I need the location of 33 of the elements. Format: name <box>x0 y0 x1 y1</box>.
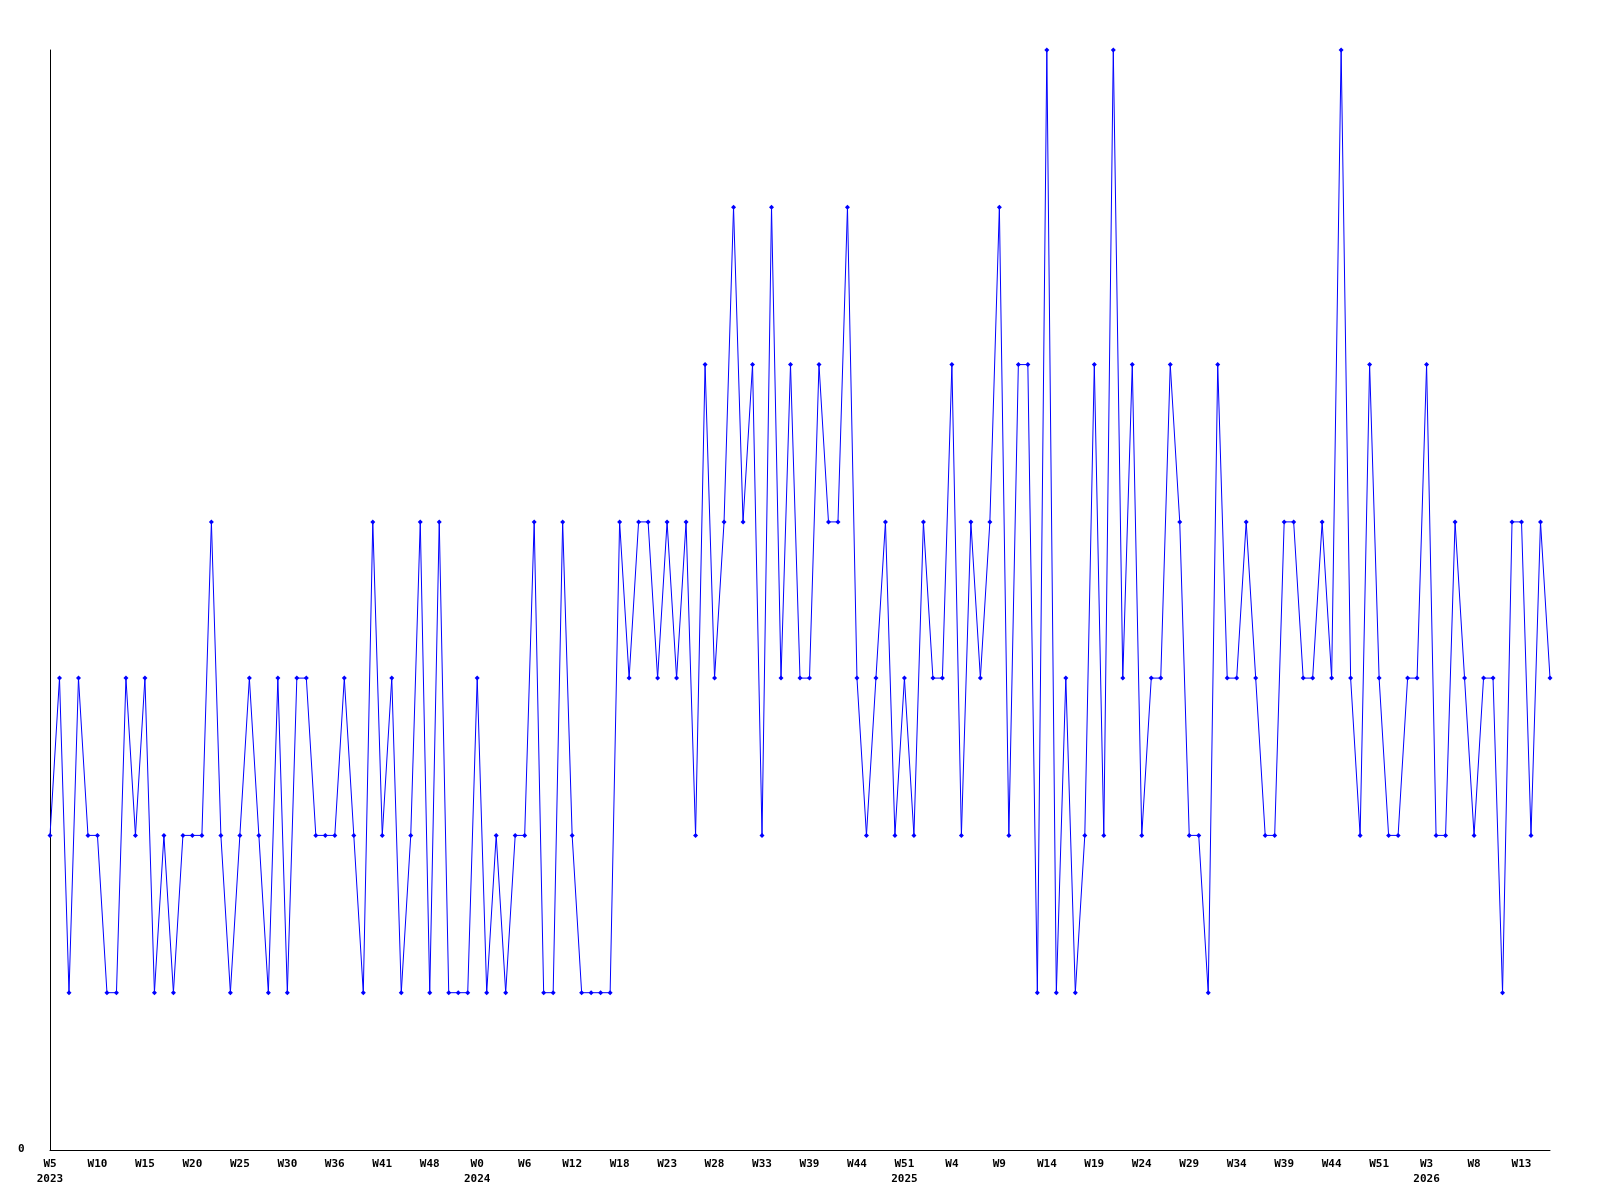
x-tick-label: W10 <box>87 1157 108 1170</box>
x-tick-label: W14 <box>1036 1157 1058 1170</box>
x-tick-label: W13 <box>1511 1157 1532 1170</box>
x-tick-label: W30 <box>277 1157 298 1170</box>
x-tick-label: W9 <box>992 1157 1006 1170</box>
x-tick-label: W18 <box>609 1157 630 1170</box>
x-tick-label: W33 <box>752 1157 772 1170</box>
x-tick-label: W34 <box>1226 1157 1248 1170</box>
x-tick-label: W44 <box>847 1157 868 1170</box>
x-tick-label: W0 2024 <box>463 1157 491 1185</box>
x-tick-label: W4 <box>945 1157 959 1170</box>
x-tick-label: W20 <box>182 1157 203 1170</box>
x-tick-label: W39 <box>1274 1157 1295 1170</box>
x-tick-label: W28 <box>704 1157 725 1170</box>
x-tick-label: W24 <box>1131 1157 1153 1170</box>
x-tick-label: W51 2025 <box>891 1157 918 1185</box>
x-tick-label: W36 <box>324 1157 346 1170</box>
x-tick-label: W8 <box>1467 1157 1481 1170</box>
x-tick-label: W25 <box>229 1157 250 1170</box>
x-tick-label: W41 <box>372 1157 393 1170</box>
x-tick-label: W5 2023 <box>36 1157 64 1185</box>
x-tick-label: W12 <box>562 1157 583 1170</box>
x-tick-label: W19 <box>1084 1157 1105 1170</box>
x-tick-label: W48 <box>419 1157 440 1170</box>
x-tick-label: W44 <box>1321 1157 1342 1170</box>
x-tick-label: W15 <box>135 1157 155 1170</box>
text: 0 <box>18 1142 25 1155</box>
x-tick-label: W29 <box>1179 1157 1200 1170</box>
x-tick-label: W51 <box>1369 1157 1390 1170</box>
x-tick-label: W39 <box>799 1157 820 1170</box>
x-tick-label: W3 2026 <box>1413 1157 1441 1185</box>
x-tick-label: W23 <box>657 1157 678 1170</box>
x-tick-label: W6 <box>518 1157 532 1170</box>
